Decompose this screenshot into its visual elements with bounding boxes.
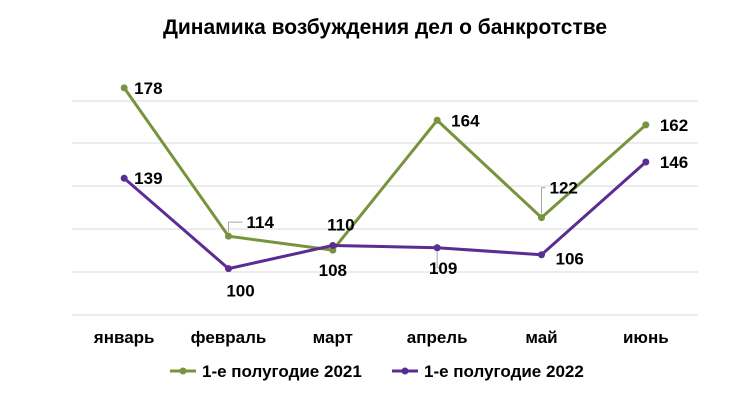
legend-marker — [179, 367, 187, 375]
x-tick-label: февраль — [191, 328, 267, 347]
data-label: 100 — [226, 282, 254, 301]
x-tick-label: март — [313, 328, 353, 347]
data-label-leaders — [228, 187, 546, 269]
data-label: 139 — [134, 169, 162, 188]
data-points — [120, 84, 650, 273]
data-point — [538, 251, 545, 259]
x-tick-label: апрель — [407, 328, 468, 347]
data-label: 108 — [319, 261, 347, 280]
data-labels: 178 114 108 164 122 162 139 100 110 109 106 146 — [134, 79, 688, 301]
data-point — [120, 174, 128, 182]
x-tick-label: июнь — [623, 328, 669, 347]
data-point — [225, 265, 232, 273]
data-point — [538, 214, 545, 222]
data-point — [329, 241, 337, 249]
label-leader — [541, 187, 546, 214]
x-tick-label: январь — [93, 328, 155, 347]
series-lines — [122, 86, 647, 271]
x-tick-label: май — [525, 328, 557, 347]
data-point — [225, 232, 232, 240]
legend-marker — [401, 367, 409, 375]
legend-label: 1-е полугодие 2022 — [424, 362, 584, 381]
label-leader — [228, 221, 243, 233]
legend-label: 1-е полугодие 2021 — [202, 362, 362, 381]
data-label: 106 — [556, 250, 584, 269]
data-label: 146 — [660, 153, 688, 172]
data-point — [642, 121, 650, 129]
data-label: 110 — [327, 215, 354, 234]
data-point — [120, 84, 128, 92]
legend: 1-е полугодие 2021 1-е полугодие 2022 — [170, 362, 584, 381]
data-point — [642, 158, 650, 166]
x-axis-tick-labels: январь февраль март апрель май июнь — [93, 328, 669, 347]
data-label: 122 — [550, 179, 578, 198]
data-label: 178 — [134, 79, 162, 98]
gridlines — [72, 100, 698, 316]
data-label: 114 — [247, 213, 275, 232]
data-point — [433, 244, 441, 252]
data-label: 109 — [429, 259, 457, 278]
series-line — [123, 160, 647, 271]
data-label: 162 — [660, 116, 688, 135]
data-point — [433, 116, 441, 124]
chart-title: Динамика возбуждения дел о банкротстве — [163, 16, 607, 39]
label-leader — [436, 243, 440, 269]
data-label: 164 — [451, 111, 480, 130]
series-line — [122, 86, 647, 252]
